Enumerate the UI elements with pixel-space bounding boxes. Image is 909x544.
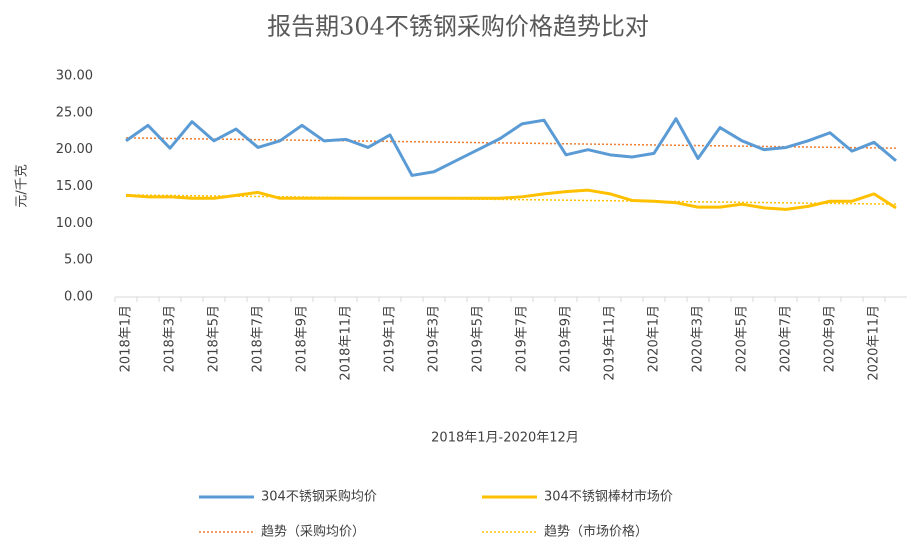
series-line — [125, 188, 897, 211]
series-line — [125, 194, 897, 205]
y-tick-label: 5.00 — [64, 253, 93, 268]
y-axis-title: 元/千克 — [15, 164, 30, 207]
series-line — [125, 137, 897, 149]
x-tick-label: 2019年9月 — [559, 305, 574, 372]
x-tick-label: 2018年1月 — [119, 305, 134, 372]
x-tick-label: 2020年11月 — [867, 305, 882, 381]
legend-label: 304不锈钢采购均价 — [261, 489, 377, 505]
legend-label: 趋势（采购均价） — [261, 524, 365, 540]
x-tick-label: 2020年3月 — [691, 305, 706, 372]
x-tick-label: 2018年9月 — [295, 305, 310, 372]
y-tick-label: 10.00 — [56, 216, 93, 231]
x-tick-label: 2019年11月 — [603, 305, 618, 381]
x-tick-label: 2018年7月 — [251, 305, 266, 372]
chart-title: 报告期304不锈钢采购价格趋势比对 — [267, 13, 649, 41]
x-tick-label: 2020年5月 — [735, 305, 750, 372]
y-tick-label: 25.00 — [56, 105, 93, 120]
series-line — [125, 117, 897, 177]
x-tick-label: 2020年1月 — [647, 305, 662, 372]
y-tick-label: 30.00 — [56, 69, 93, 84]
x-tick-label: 2020年9月 — [823, 305, 838, 372]
x-tick-label: 2019年1月 — [383, 305, 398, 372]
x-tick-label: 2019年3月 — [427, 305, 442, 372]
y-tick-label: 0.00 — [64, 290, 93, 305]
x-tick-label: 2019年5月 — [471, 305, 486, 372]
y-tick-label: 20.00 — [56, 142, 93, 157]
x-tick-label: 2019年7月 — [515, 305, 530, 372]
legend-label: 趋势（市场价格） — [544, 524, 648, 540]
y-tick-label: 15.00 — [56, 179, 93, 194]
x-tick-label: 2018年3月 — [163, 305, 178, 372]
legend-label: 304不锈钢棒材市场价 — [544, 489, 673, 505]
x-tick-label: 2018年5月 — [207, 305, 222, 372]
x-tick-label: 2020年7月 — [779, 305, 794, 372]
x-tick-label: 2018年11月 — [339, 305, 354, 381]
x-axis-title: 2018年1月-2020年12月 — [431, 431, 579, 446]
